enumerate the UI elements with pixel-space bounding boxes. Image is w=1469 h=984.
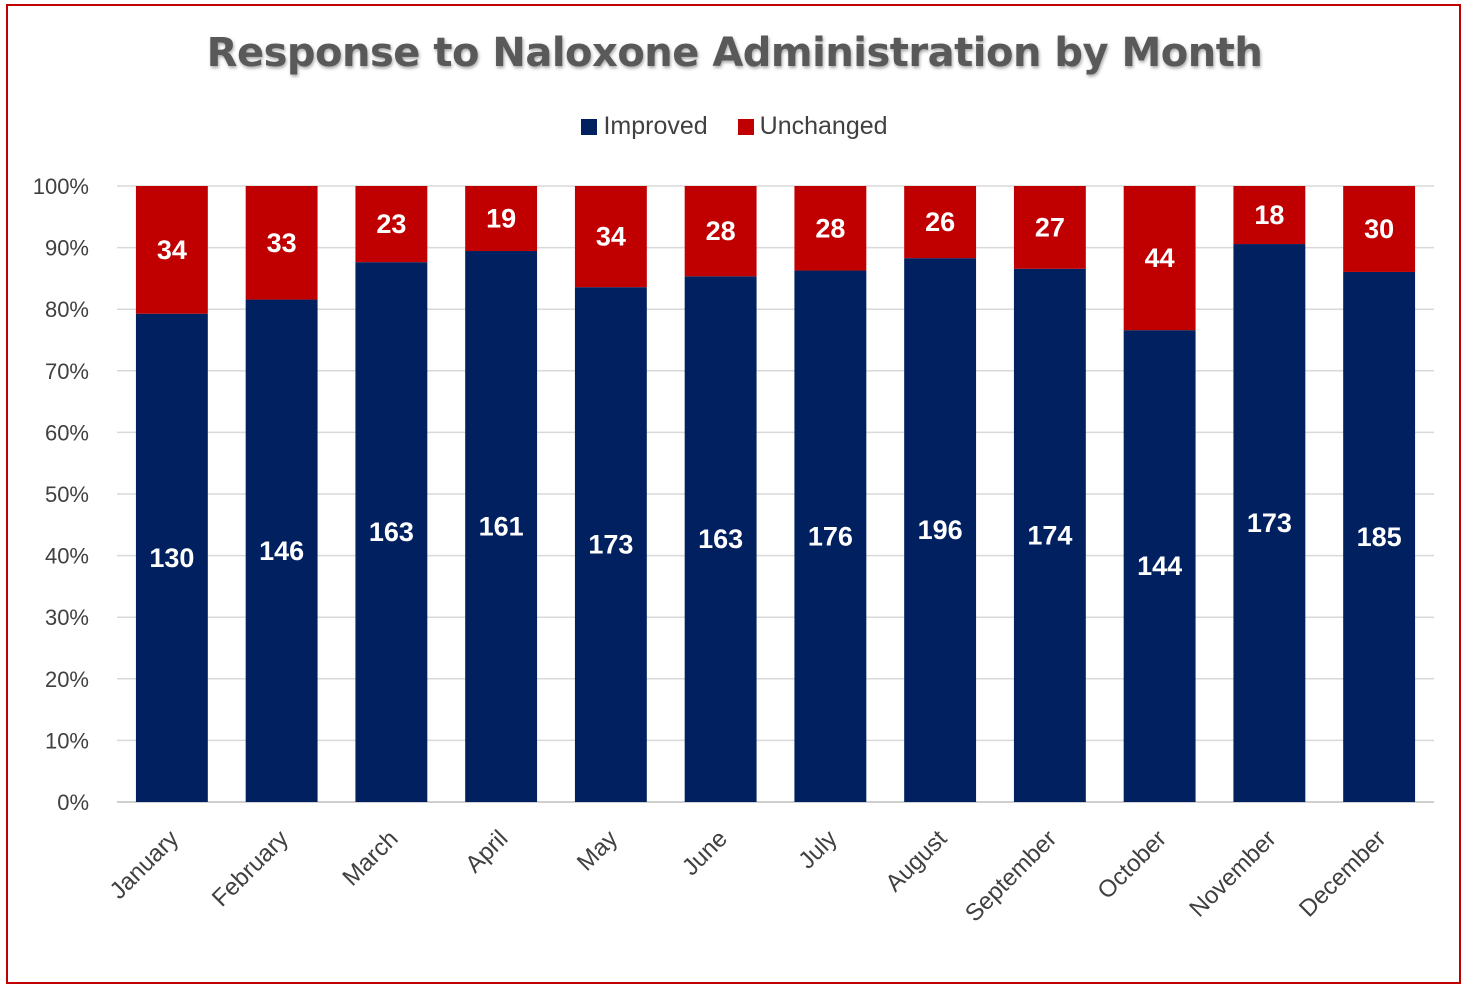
data-label-unchanged: 28	[815, 213, 845, 243]
bar-improved	[684, 276, 757, 802]
legend-swatch-unchanged	[737, 118, 754, 135]
y-tick-label: 0%	[57, 790, 89, 815]
bar-improved	[135, 313, 208, 802]
data-label-improved: 163	[369, 517, 414, 547]
x-tick-label: November	[1184, 825, 1281, 922]
bar-improved	[1233, 244, 1306, 802]
bar-unchanged	[904, 186, 977, 259]
y-tick-label: 60%	[45, 420, 89, 445]
data-label-improved: 146	[259, 536, 304, 566]
data-label-improved: 196	[918, 515, 963, 545]
data-label-unchanged: 30	[1364, 214, 1394, 244]
bar-unchanged	[135, 186, 208, 314]
stacked-bar-chart: 0% 10% 20% 30% 40% 50% 60% 70% 80% 90% 100% 130 34 Ja…	[33, 174, 1434, 927]
legend: Improved Unchanged	[0, 112, 1469, 141]
legend-item-unchanged: Unchanged	[737, 112, 888, 141]
bar-improved	[1343, 271, 1416, 802]
data-label-unchanged: 44	[1145, 243, 1175, 273]
data-label-unchanged: 28	[706, 216, 736, 246]
x-tick-label: December	[1294, 825, 1391, 922]
data-label-improved: 176	[808, 521, 853, 551]
bar-improved	[1013, 268, 1086, 802]
chart-title: Response to Naloxone Administration by M…	[206, 30, 1263, 76]
data-label-unchanged: 18	[1254, 200, 1284, 230]
legend-item-improved: Improved	[581, 112, 708, 141]
bar-improved	[904, 258, 977, 802]
x-tick-label: May	[572, 825, 623, 876]
bar-improved	[1123, 330, 1196, 802]
data-label-improved: 173	[588, 530, 633, 560]
y-tick-label: 90%	[45, 236, 89, 261]
data-label-improved: 173	[1247, 508, 1292, 538]
x-tick-label: March	[337, 825, 403, 891]
y-tick-label: 30%	[45, 605, 89, 630]
y-tick-label: 20%	[45, 667, 89, 692]
data-label-improved: 161	[479, 512, 524, 542]
y-tick-label: 70%	[45, 359, 89, 384]
bar-unchanged	[1233, 186, 1306, 245]
x-tick-label: October	[1092, 825, 1171, 904]
y-tick-label: 100%	[33, 174, 89, 199]
y-tick-label: 50%	[45, 482, 89, 507]
data-label-unchanged: 23	[376, 209, 406, 239]
data-label-improved: 130	[149, 543, 194, 573]
y-tick-label: 40%	[45, 544, 89, 569]
data-label-improved: 163	[698, 524, 743, 554]
bar-unchanged	[465, 186, 538, 252]
bar-unchanged	[1343, 186, 1416, 272]
x-tick-label: January	[105, 825, 184, 904]
y-tick-label: 10%	[45, 728, 89, 753]
data-label-improved: 144	[1137, 551, 1182, 581]
bar-improved	[355, 262, 428, 802]
data-label-improved: 174	[1027, 520, 1072, 550]
x-tick-label: June	[677, 825, 733, 881]
data-label-unchanged: 33	[267, 228, 297, 258]
x-tick-label: July	[793, 825, 842, 874]
data-label-unchanged: 26	[925, 207, 955, 237]
bar-unchanged	[574, 186, 647, 288]
bar-unchanged	[355, 186, 428, 263]
x-tick-label: April	[460, 825, 513, 878]
bar-unchanged	[1123, 186, 1196, 331]
bar-unchanged	[684, 186, 757, 277]
bar-unchanged	[245, 186, 318, 300]
data-label-unchanged: 34	[157, 235, 187, 265]
bar-improved	[574, 287, 647, 803]
bar-unchanged	[794, 186, 867, 271]
x-tick-label: August	[880, 825, 952, 897]
y-tick-label: 80%	[45, 297, 89, 322]
data-label-unchanged: 19	[486, 204, 516, 234]
data-label-unchanged: 27	[1035, 212, 1065, 242]
bar-improved	[794, 270, 867, 802]
bar-improved	[465, 251, 538, 802]
legend-label-improved: Improved	[603, 112, 708, 140]
bar-unchanged	[1013, 186, 1086, 269]
data-label-improved: 185	[1357, 522, 1402, 552]
legend-swatch-improved	[581, 118, 598, 135]
x-tick-label: February	[207, 825, 294, 912]
x-tick-label: September	[960, 825, 1062, 927]
data-label-unchanged: 34	[596, 222, 626, 252]
legend-label-unchanged: Unchanged	[759, 112, 888, 140]
bar-improved	[245, 299, 318, 802]
